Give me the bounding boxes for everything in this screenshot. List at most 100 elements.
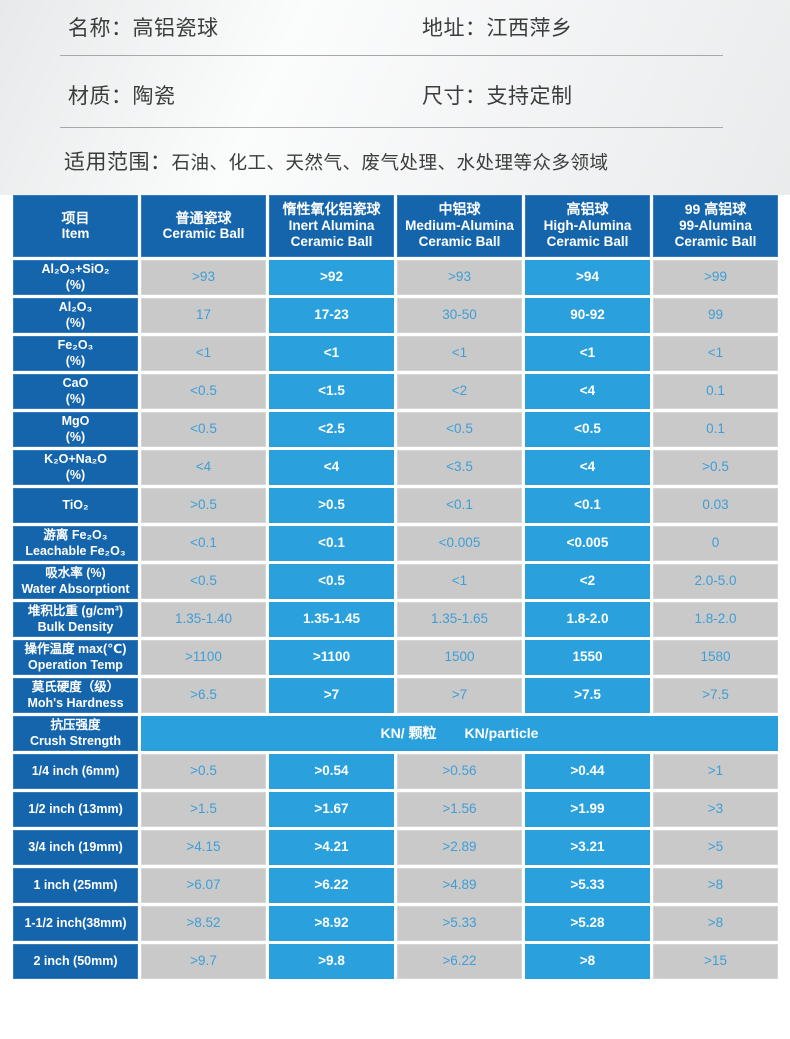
value-cell: >99	[653, 260, 778, 295]
value-cell: >5	[653, 830, 778, 865]
value-cell: <0.1	[269, 526, 394, 561]
table-row: Fe₂O₃ (%) <1 <1 <1 <1 <1	[13, 336, 778, 371]
value-cell: <0.5	[141, 564, 266, 599]
spec-table: 项目 Item 普通瓷球 Ceramic Ball 惰性氧化铝瓷球 Inert …	[13, 195, 778, 979]
value-cell: >8.92	[269, 906, 394, 941]
product-name-label: 名称：	[68, 17, 133, 40]
value-cell: >8.52	[141, 906, 266, 941]
product-name: 名称：高铝瓷球	[68, 12, 219, 42]
column-header-item: 项目 Item	[13, 195, 138, 257]
table-row: 吸水率 (%) Water Absorptiont <0.5 <0.5 <1 <2 2.0…	[13, 564, 778, 599]
column-header-99-alumina: 99 高铝球 99-Alumina Ceramic Ball	[653, 195, 778, 257]
product-size: 尺寸：支持定制	[422, 80, 573, 110]
value-cell: <1	[397, 336, 522, 371]
value-cell: >94	[525, 260, 650, 295]
row-label: CaO (%)	[13, 374, 138, 409]
value-cell: 90-92	[525, 298, 650, 333]
product-address: 地址：江西萍乡	[422, 12, 573, 42]
column-header-high-alumina: 高铝球 High-Alumina Ceramic Ball	[525, 195, 650, 257]
table-row: K₂O+Na₂O (%) <4 <4 <3.5 <4 >0.5	[13, 450, 778, 485]
table-row: 1-1/2 inch(38mm) >8.52 >8.92 >5.33 >5.28 >8	[13, 906, 778, 941]
value-cell: 0.1	[653, 374, 778, 409]
table-row: TiO₂ >0.5 >0.5 <0.1 <0.1 0.03	[13, 488, 778, 523]
application-scope-value: 石油、化工、天然气、废气处理、水处理等众多领域	[171, 152, 609, 173]
row-label: 莫氏硬度（级） Moh's Hardness	[13, 678, 138, 713]
crush-strength-unit-cell: KN/ 颗粒 KN/particle	[141, 716, 778, 751]
value-cell: >7.5	[653, 678, 778, 713]
table-row: Al₂O₃+SiO₂ (%) >93 >92 >93 >94 >99	[13, 260, 778, 295]
value-cell: >1.67	[269, 792, 394, 827]
row-label: K₂O+Na₂O (%)	[13, 450, 138, 485]
value-cell: >9.8	[269, 944, 394, 979]
table-row: 3/4 inch (19mm) >4.15 >4.21 >2.89 >3.21 >5	[13, 830, 778, 865]
value-cell: <0.1	[525, 488, 650, 523]
row-label: 堆积比重 (g/cm³) Bulk Density	[13, 602, 138, 637]
value-cell: >15	[653, 944, 778, 979]
row-label: TiO₂	[13, 488, 138, 523]
value-cell: <3.5	[397, 450, 522, 485]
value-cell: 1.8-2.0	[653, 602, 778, 637]
column-header-zh: 高铝球	[566, 201, 609, 218]
column-header-en: 99-Alumina Ceramic Ball	[674, 218, 757, 250]
value-cell: 17-23	[269, 298, 394, 333]
table-header-row: 项目 Item 普通瓷球 Ceramic Ball 惰性氧化铝瓷球 Inert …	[13, 195, 778, 257]
value-cell: <2	[525, 564, 650, 599]
application-scope: 适用范围： 石油、化工、天然气、废气处理、水处理等众多领域	[64, 146, 609, 176]
value-cell: <4	[525, 374, 650, 409]
value-cell: >93	[141, 260, 266, 295]
column-header-en: High-Alumina Ceramic Ball	[543, 218, 632, 250]
value-cell: 1500	[397, 640, 522, 675]
value-cell: >0.5	[269, 488, 394, 523]
row-label: MgO (%)	[13, 412, 138, 447]
row-label: 吸水率 (%) Water Absorptiont	[13, 564, 138, 599]
value-cell: >8	[653, 906, 778, 941]
value-cell: >1	[653, 754, 778, 789]
value-cell: 30-50	[397, 298, 522, 333]
value-cell: >0.56	[397, 754, 522, 789]
value-cell: >93	[397, 260, 522, 295]
table-row: 2 inch (50mm) >9.7 >9.8 >6.22 >8 >15	[13, 944, 778, 979]
value-cell: >9.7	[141, 944, 266, 979]
product-name-value: 高铝瓷球	[132, 17, 219, 40]
value-cell: <2.5	[269, 412, 394, 447]
value-cell: >0.54	[269, 754, 394, 789]
value-cell: 1580	[653, 640, 778, 675]
value-cell: >3.21	[525, 830, 650, 865]
value-cell: >7.5	[525, 678, 650, 713]
value-cell: >8	[653, 868, 778, 903]
table-row: 操作温度 max(℃) Operation Temp >1100 >1100 1500…	[13, 640, 778, 675]
product-size-label: 尺寸：	[422, 85, 487, 108]
value-cell: >2.89	[397, 830, 522, 865]
value-cell: <0.1	[397, 488, 522, 523]
value-cell: >3	[653, 792, 778, 827]
value-cell: >92	[269, 260, 394, 295]
value-cell: <0.5	[141, 374, 266, 409]
value-cell: >6.22	[397, 944, 522, 979]
row-label: 1-1/2 inch(38mm)	[13, 906, 138, 941]
column-header-en: Inert Alumina Ceramic Ball	[288, 218, 375, 250]
table-row: MgO (%) <0.5 <2.5 <0.5 <0.5 0.1	[13, 412, 778, 447]
application-scope-label: 适用范围：	[64, 151, 172, 174]
column-header-en: Ceramic Ball	[162, 226, 245, 242]
value-cell: >6.22	[269, 868, 394, 903]
value-cell: <0.005	[397, 526, 522, 561]
value-cell: >6.07	[141, 868, 266, 903]
product-address-value: 江西萍乡	[486, 17, 573, 40]
value-cell: <1	[397, 564, 522, 599]
table-row: 莫氏硬度（级） Moh's Hardness >6.5 >7 >7 >7.5 >7.5	[13, 678, 778, 713]
product-material-label: 材质：	[68, 85, 133, 108]
value-cell: >4.89	[397, 868, 522, 903]
row-label: Al₂O₃ (%)	[13, 298, 138, 333]
value-cell: 2.0-5.0	[653, 564, 778, 599]
value-cell: >5.33	[525, 868, 650, 903]
value-cell: >6.5	[141, 678, 266, 713]
value-cell: >5.28	[525, 906, 650, 941]
value-cell: <2	[397, 374, 522, 409]
value-cell: <4	[525, 450, 650, 485]
product-address-label: 地址：	[422, 17, 487, 40]
table-row: 1 inch (25mm) >6.07 >6.22 >4.89 >5.33 >8	[13, 868, 778, 903]
value-cell: >0.5	[653, 450, 778, 485]
value-cell: 1.8-2.0	[525, 602, 650, 637]
value-cell: <1.5	[269, 374, 394, 409]
value-cell: <1	[269, 336, 394, 371]
